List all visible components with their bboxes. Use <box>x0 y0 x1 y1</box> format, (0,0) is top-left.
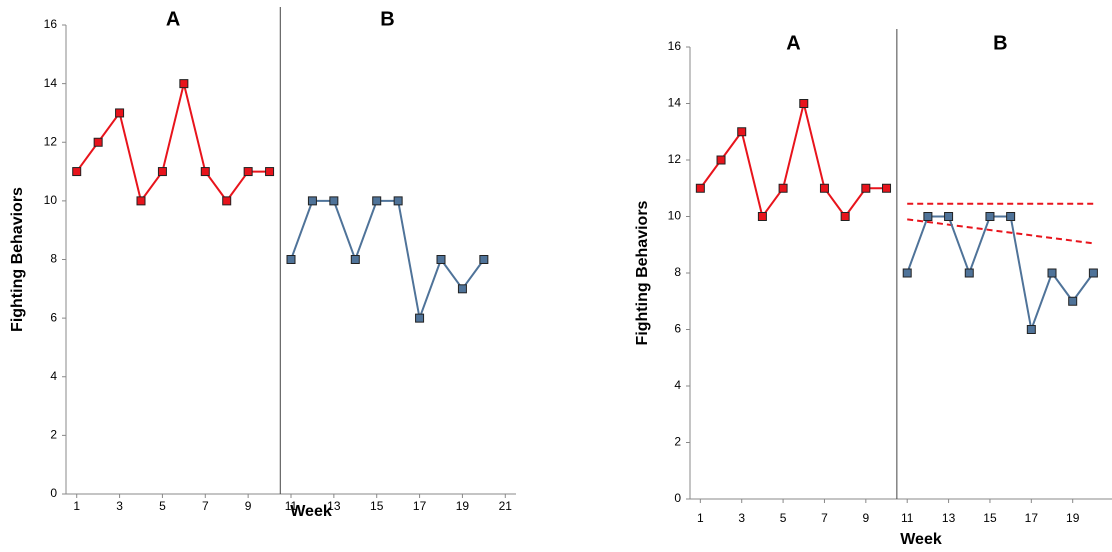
y-tick-label: 8 <box>50 252 57 266</box>
marker <box>923 212 933 221</box>
y-tick-label: 10 <box>668 209 682 223</box>
y-tick-label: 6 <box>674 322 681 336</box>
y-tick-label: 4 <box>50 369 57 383</box>
x-tick-label: 9 <box>862 511 869 525</box>
marker <box>479 255 489 264</box>
x-tick-label: 15 <box>983 511 997 525</box>
marker <box>964 268 974 278</box>
x-tick-label: 1 <box>73 499 80 513</box>
x-tick-label: 3 <box>738 511 745 525</box>
marker <box>840 212 850 221</box>
marker <box>902 268 912 278</box>
x-axis-label: Week <box>290 503 332 520</box>
marker <box>393 196 403 206</box>
y-tick-label: 0 <box>50 486 57 500</box>
x-tick-label: 1 <box>697 511 704 525</box>
marker <box>115 108 125 118</box>
marker <box>436 255 446 264</box>
marker <box>372 196 382 206</box>
y-tick-label: 2 <box>50 428 57 442</box>
x-tick-label: 17 <box>413 499 427 513</box>
marker <box>799 99 809 108</box>
y-tick-label: 12 <box>668 152 682 166</box>
marker <box>136 196 146 206</box>
marker <box>778 183 788 193</box>
x-tick-label: 3 <box>116 499 123 513</box>
y-tick-label: 12 <box>44 134 58 148</box>
x-tick-label: 19 <box>456 499 470 513</box>
phase-label: A <box>166 8 180 30</box>
marker <box>457 284 467 294</box>
marker <box>985 212 995 221</box>
y-tick-label: 8 <box>674 265 681 279</box>
x-axis-label: Week <box>900 531 942 548</box>
marker <box>415 313 425 323</box>
x-tick-label: 11 <box>901 511 914 525</box>
marker <box>72 167 82 177</box>
x-tick-label: 11 <box>285 499 298 513</box>
trend-line <box>907 218 1094 245</box>
x-tick-label: 19 <box>1066 511 1080 525</box>
series-line <box>290 199 485 322</box>
x-tick-label: 13 <box>942 511 956 525</box>
marker <box>243 167 253 177</box>
series-line <box>699 103 887 219</box>
y-tick-label: 16 <box>668 39 682 53</box>
x-tick-label: 5 <box>159 499 166 513</box>
y-tick-label: 0 <box>674 491 681 505</box>
phase-label: B <box>380 8 394 30</box>
phase-label: A <box>786 32 800 54</box>
marker <box>944 212 954 221</box>
series-line <box>906 215 1095 334</box>
marker <box>1047 268 1057 278</box>
marker <box>93 137 103 147</box>
marker <box>157 167 167 177</box>
marker <box>1088 268 1098 278</box>
y-tick-label: 2 <box>674 435 681 449</box>
x-tick-label: 9 <box>245 499 252 513</box>
marker <box>757 212 767 221</box>
marker <box>861 183 871 193</box>
y-tick-label: 16 <box>44 17 58 31</box>
marker <box>716 155 726 165</box>
marker <box>179 79 189 89</box>
marker <box>1026 325 1036 334</box>
x-tick-label: 13 <box>327 499 341 513</box>
marker <box>200 167 210 177</box>
x-tick-label: 5 <box>780 511 787 525</box>
y-tick-label: 14 <box>44 76 58 90</box>
x-tick-label: 7 <box>202 499 209 513</box>
x-tick-label: 7 <box>821 511 828 525</box>
marker <box>265 167 275 177</box>
marker <box>286 255 296 264</box>
y-tick-label: 10 <box>44 193 58 207</box>
marker <box>882 183 892 193</box>
x-tick-label: 21 <box>499 499 513 513</box>
marker <box>737 127 747 137</box>
y-axis-label: Fighting Behaviors <box>634 200 651 345</box>
marker <box>819 183 829 193</box>
x-tick-label: 17 <box>1025 511 1039 525</box>
y-tick-label: 14 <box>668 96 682 110</box>
y-tick-label: 6 <box>50 310 57 324</box>
marker <box>329 196 339 206</box>
marker <box>307 196 317 206</box>
series-line <box>75 83 270 204</box>
x-tick-label: 15 <box>370 499 384 513</box>
marker <box>695 183 705 193</box>
marker <box>350 255 360 264</box>
y-axis-label: Fighting Behaviors <box>9 187 26 332</box>
marker <box>1006 212 1016 221</box>
marker <box>1068 296 1078 306</box>
y-tick-label: 4 <box>674 378 681 392</box>
marker <box>222 196 232 206</box>
phase-label: B <box>993 32 1007 54</box>
